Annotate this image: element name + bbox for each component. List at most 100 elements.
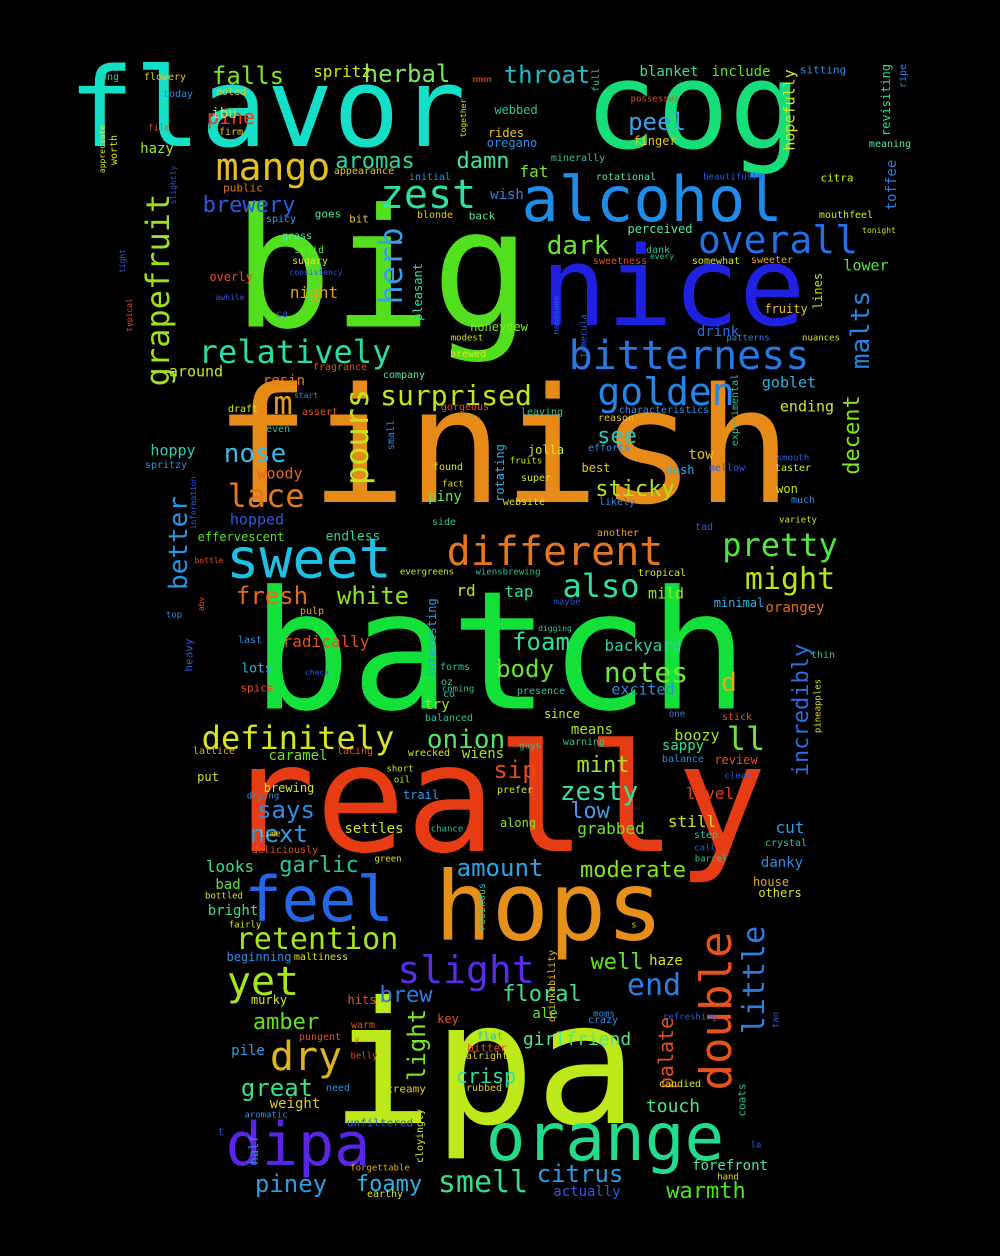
- cloud-word-thin: thin: [810, 650, 836, 661]
- cloud-word-relatively: relatively: [198, 333, 392, 371]
- cloud-word-y: y: [354, 1035, 360, 1044]
- cloud-word-little: little: [737, 925, 772, 1035]
- cloud-word-lime: lime: [259, 829, 281, 840]
- cloud-word-citrus: citrus: [536, 1160, 624, 1188]
- cloud-word-information: information: [189, 476, 198, 530]
- cloud-word-overly: overly: [209, 270, 253, 284]
- cloud-word-radically: radically: [282, 632, 370, 651]
- cloud-word-fresh: fresh: [235, 582, 309, 610]
- cloud-word-dash: dash: [665, 463, 695, 477]
- cloud-word-dank: dank: [645, 245, 671, 256]
- cloud-word-solid: solid: [293, 245, 325, 256]
- cloud-word-balance: balance: [661, 754, 705, 765]
- cloud-word-looks: looks: [205, 857, 255, 876]
- cloud-word-notes: notes: [603, 656, 689, 689]
- cloud-word-might: might: [744, 562, 836, 597]
- cloud-word-well: well: [590, 950, 644, 975]
- cloud-word-piny: piny: [428, 489, 462, 505]
- cloud-word-side: side: [431, 517, 457, 528]
- cloud-word-excited: excited: [611, 680, 675, 699]
- cloud-word-mild: mild: [647, 584, 685, 603]
- cloud-word-hopped: hopped: [229, 510, 285, 529]
- cloud-word-coats: coats: [735, 1083, 749, 1117]
- cloud-word-alcohol: alcohol: [521, 163, 783, 236]
- cloud-word-great: great: [240, 1074, 314, 1102]
- cloud-word-nice: nice: [540, 223, 806, 351]
- cloud-word-oil: oil: [393, 775, 411, 786]
- cloud-word-include: include: [711, 64, 771, 80]
- cloud-word-call: call: [694, 843, 716, 854]
- cloud-word-appearance: appearance: [333, 166, 395, 177]
- cloud-word-smell: smell: [437, 1165, 529, 1200]
- cloud-word-assert: assert: [301, 407, 339, 418]
- cloud-word-body: body: [496, 655, 554, 683]
- cloud-word-wish: wish: [490, 187, 524, 203]
- cloud-word-meaning: meaning: [868, 139, 912, 150]
- cloud-word-maltiness: maltiness: [293, 952, 349, 963]
- cloud-word-company: company: [382, 370, 426, 381]
- cloud-word-onion: onion: [426, 725, 506, 755]
- cloud-word-t: t: [217, 1127, 225, 1138]
- cloud-word-forgettable: forgettable: [350, 1163, 410, 1174]
- cloud-word-finish: finish: [214, 353, 792, 540]
- cloud-word-backyard: backyard: [604, 636, 682, 655]
- cloud-word-lattice: lattice: [192, 746, 236, 757]
- cloud-word-murky: murky: [250, 993, 288, 1007]
- cloud-word-along: along: [499, 816, 537, 830]
- cloud-word-goes: goes: [314, 207, 342, 221]
- cloud-word-around: around: [168, 362, 224, 381]
- cloud-word-endless: endless: [325, 529, 381, 545]
- cloud-word-resinous: resinous: [477, 882, 488, 932]
- cloud-word-start: start: [293, 391, 319, 400]
- cloud-word-sip: sip: [493, 756, 537, 784]
- cloud-word-dark: dark: [546, 231, 610, 261]
- cloud-word-feel: feel: [244, 863, 394, 936]
- cloud-word-even: even: [265, 424, 291, 435]
- cloud-word-pleasant: pleasant: [411, 263, 425, 321]
- cloud-word-sweeter: sweeter: [750, 255, 794, 266]
- cloud-word-caramel: caramel: [268, 748, 328, 764]
- cloud-word-end: end: [626, 968, 682, 1003]
- cloud-word-double: double: [691, 931, 742, 1091]
- cloud-word-warning: warning: [562, 737, 606, 748]
- cloud-word-drying: drying: [246, 791, 280, 802]
- cloud-word-revisiting: revisiting: [879, 63, 893, 137]
- cloud-word-variety: variety: [779, 515, 817, 526]
- cloud-word-batch: batch: [251, 555, 749, 748]
- cloud-word-sticky: sticky: [595, 477, 675, 502]
- cloud-word-dipa: dipa: [225, 1110, 371, 1180]
- cloud-word-blonde: blonde: [416, 210, 454, 221]
- cloud-word-really: really: [225, 713, 767, 887]
- cloud-word-wrecked: wrecked: [407, 748, 451, 759]
- cloud-word-awhile: awhile: [215, 293, 245, 302]
- cloud-word-orange: orange: [485, 1099, 725, 1176]
- cloud-word-drinkability: drinkability: [547, 949, 558, 1023]
- cloud-word-zesty: zesty: [559, 777, 639, 807]
- cloud-word-ibu: ibu: [211, 106, 237, 122]
- cloud-word-orangey: orangey: [765, 600, 825, 616]
- cloud-word-tow: tow: [688, 447, 714, 463]
- cloud-word-tropical: tropical: [637, 568, 687, 579]
- cloud-word-taster: taster: [774, 463, 812, 474]
- cloud-word-deliciously: deliciously: [251, 845, 319, 856]
- cloud-word-rd: rd: [456, 581, 476, 600]
- cloud-word-wiensbrewing: wiensbrewing: [475, 567, 541, 578]
- cloud-word-cloyingly: cloyingly: [415, 1108, 426, 1164]
- cloud-word-rotational: rotational: [595, 172, 657, 183]
- cloud-word-handsome: handsome: [552, 295, 561, 335]
- cloud-word-jolla: jolla: [527, 443, 565, 457]
- cloud-word-also: also: [562, 567, 640, 605]
- cloud-word-belly: belly: [350, 1051, 378, 1062]
- cloud-word-foam: foam: [512, 628, 570, 656]
- cloud-word-candied: candied: [658, 1079, 702, 1090]
- cloud-word-key: key: [437, 1012, 459, 1026]
- cloud-word-effervescent: effervescent: [197, 530, 285, 544]
- cloud-word-slight: slight: [397, 948, 535, 992]
- cloud-word-bad: bad: [215, 877, 241, 893]
- cloud-word-coming: coming: [441, 684, 475, 695]
- cloud-word-half: half: [247, 1135, 261, 1165]
- cloud-word-nuances: nuances: [802, 333, 840, 344]
- cloud-word-sweetness: sweetness: [592, 256, 648, 267]
- cloud-word-la: la: [750, 1140, 762, 1151]
- cloud-word-check: check: [304, 668, 330, 677]
